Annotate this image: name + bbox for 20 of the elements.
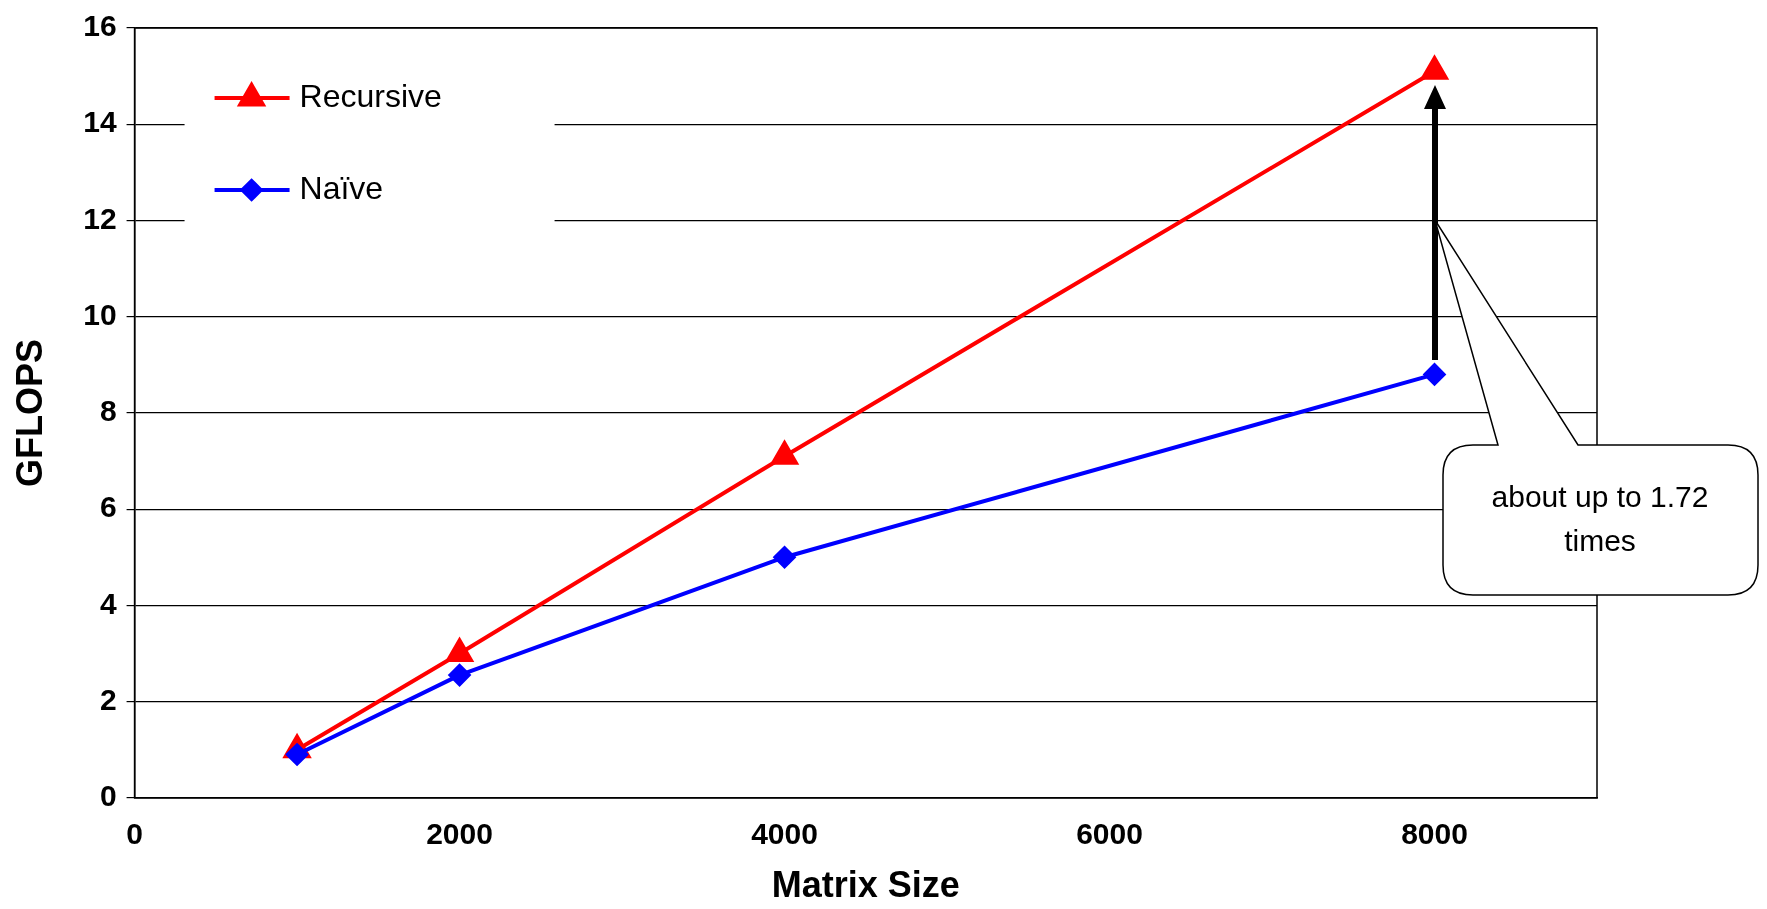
y-tick-label: 0	[99, 779, 117, 813]
y-tick-label: 2	[99, 682, 117, 716]
annotation: about up to 1.72 times	[1490, 479, 1710, 560]
y-tick-label: 12	[83, 201, 117, 235]
x-axis-title: Matrix Size	[771, 864, 960, 906]
y-tick-label: 14	[83, 105, 117, 139]
y-tick-label: 16	[83, 9, 117, 43]
x-tick-label: 0	[126, 817, 143, 851]
legend-label: Naïve	[299, 169, 384, 206]
y-axis-title: GFLOPS	[8, 338, 50, 487]
x-tick-label: 6000	[1076, 817, 1143, 851]
x-tick-label: 8000	[1401, 817, 1468, 851]
callout-box: about up to 1.72 times	[1434, 220, 1760, 598]
legend-label: Recursive	[299, 77, 442, 114]
y-tick-label: 6	[99, 490, 117, 524]
x-tick-label: 2000	[426, 817, 493, 851]
x-tick-label: 4000	[751, 817, 818, 851]
y-tick-label: 10	[83, 297, 117, 331]
y-tick-label: 4	[99, 586, 117, 620]
y-tick-label: 8	[99, 394, 117, 428]
